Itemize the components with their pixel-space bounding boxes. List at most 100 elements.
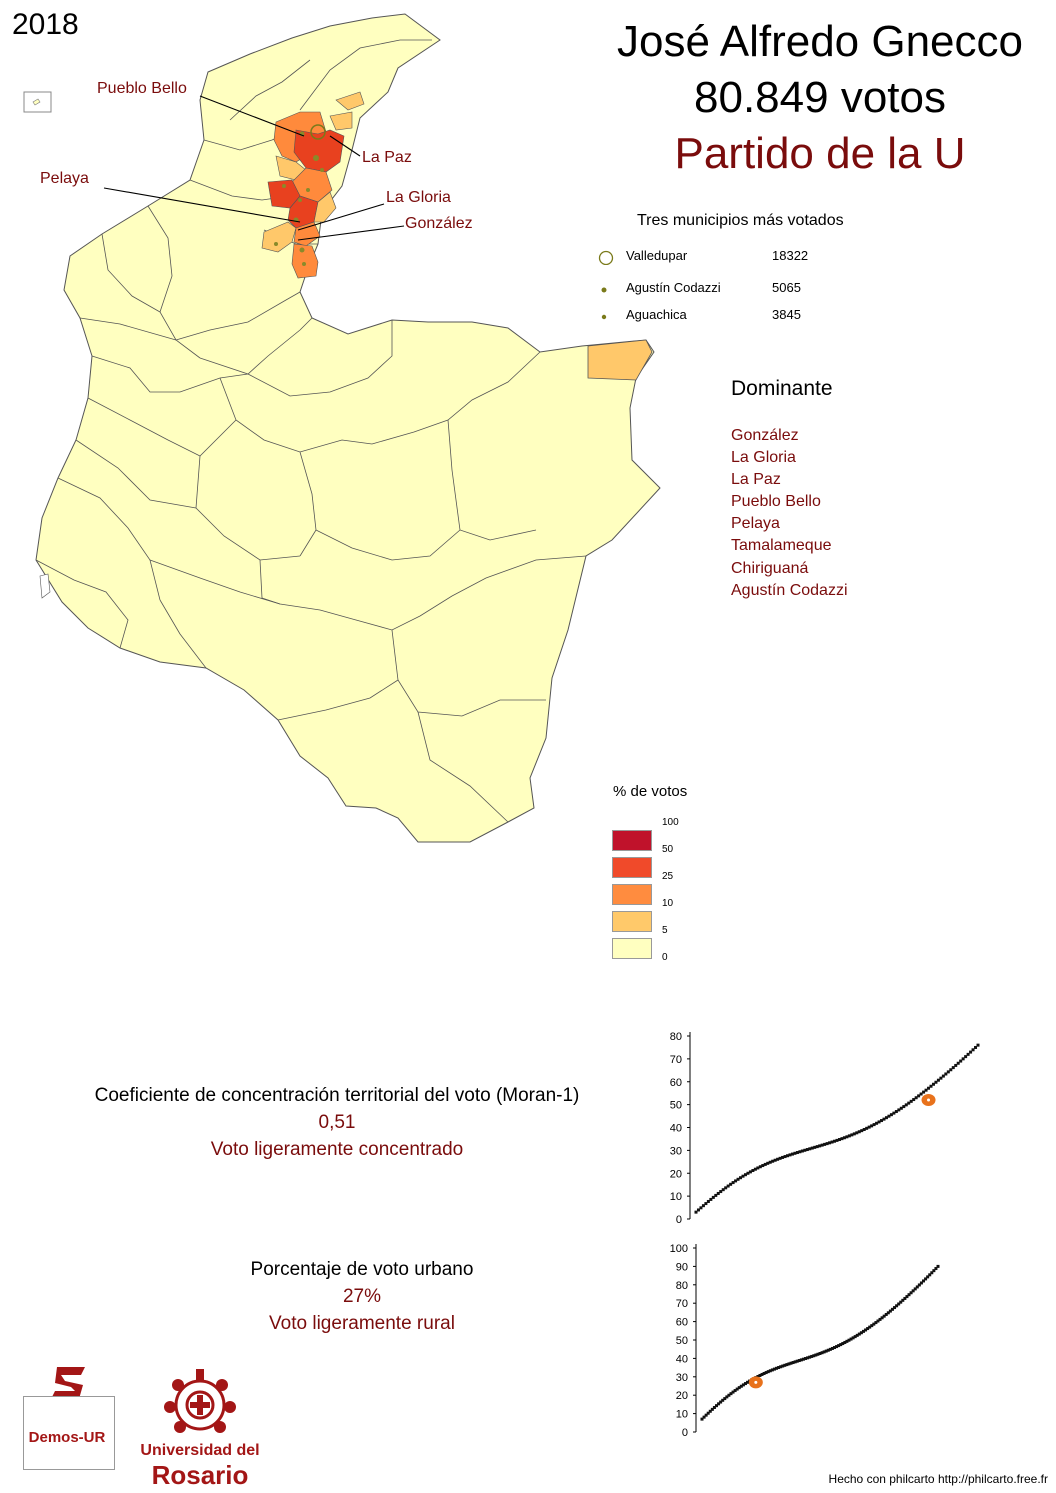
data-point	[878, 1317, 882, 1321]
data-point	[813, 1145, 817, 1149]
data-point	[801, 1357, 805, 1361]
data-point	[894, 1110, 898, 1114]
top-row-2: Agustín Codazzi 5065	[598, 279, 858, 299]
data-point	[751, 1169, 755, 1173]
data-point	[907, 1101, 911, 1105]
data-point	[694, 1210, 698, 1214]
data-point	[830, 1140, 834, 1144]
y-tick-label: 20	[670, 1168, 682, 1180]
data-point	[704, 1202, 708, 1206]
data-point	[887, 1114, 891, 1118]
label-leader-lines	[103, 95, 405, 241]
title-block: José Alfredo Gnecco 80.849 votos Partido…	[560, 14, 1056, 182]
y-tick-label: 100	[670, 1243, 688, 1255]
legend-swatch-3	[612, 884, 652, 905]
data-point	[805, 1148, 809, 1152]
data-point	[969, 1050, 973, 1054]
data-point	[927, 1086, 931, 1090]
data-point	[714, 1193, 718, 1197]
data-point	[872, 1322, 876, 1326]
top-municipalities-title: Tres municipios más votados	[637, 212, 844, 229]
data-point	[758, 1373, 762, 1377]
data-point	[828, 1347, 832, 1351]
label-gonzalez: González	[405, 215, 473, 232]
data-point	[699, 1206, 703, 1210]
top-name: Agustín Codazzi	[626, 280, 721, 295]
data-point	[734, 1179, 738, 1183]
legend-tick: 5	[662, 925, 668, 936]
data-point	[857, 1332, 861, 1336]
data-point	[736, 1177, 740, 1181]
data-point	[932, 1269, 936, 1273]
data-point	[928, 1273, 932, 1277]
legend-tick: 50	[662, 844, 674, 855]
data-point	[889, 1113, 893, 1117]
legend-tick: 25	[662, 871, 674, 882]
demos-ur-logo: Demos-UR	[21, 1363, 115, 1470]
data-point	[803, 1148, 807, 1152]
data-point	[884, 1312, 888, 1316]
data-point	[746, 1171, 750, 1175]
data-point	[704, 1413, 708, 1417]
data-point	[852, 1132, 856, 1136]
data-point	[814, 1353, 818, 1357]
y-tick-label: 30	[670, 1145, 682, 1157]
data-point	[766, 1161, 770, 1165]
data-point	[924, 1088, 928, 1092]
data-point	[717, 1402, 721, 1406]
data-point	[793, 1360, 797, 1364]
data-point	[913, 1287, 917, 1291]
data-point	[783, 1363, 787, 1367]
data-point	[789, 1361, 793, 1365]
data-point	[870, 1124, 874, 1128]
data-point	[737, 1386, 741, 1390]
data-point	[907, 1293, 911, 1297]
data-point	[776, 1157, 780, 1161]
data-point	[721, 1188, 725, 1192]
dominant-item: La Paz	[731, 471, 781, 489]
legend-tick: 0	[662, 952, 668, 963]
data-point	[798, 1150, 802, 1154]
data-point	[961, 1057, 965, 1061]
y-tick-label: 40	[676, 1353, 688, 1365]
data-point	[951, 1066, 955, 1070]
data-point	[909, 1099, 913, 1103]
data-point	[841, 1342, 845, 1346]
data-point	[850, 1133, 854, 1137]
data-point	[897, 1108, 901, 1112]
y-tick-label: 80	[676, 1280, 688, 1292]
data-point	[729, 1392, 733, 1396]
data-point	[934, 1267, 938, 1271]
data-point	[787, 1362, 791, 1366]
data-point	[804, 1357, 808, 1361]
data-point	[835, 1138, 839, 1142]
data-point	[756, 1375, 760, 1379]
map-inset-shape	[32, 98, 41, 106]
data-point	[837, 1138, 841, 1142]
data-point	[855, 1333, 859, 1337]
top-value: 5065	[772, 280, 801, 295]
department-map	[23, 13, 661, 843]
data-point	[874, 1321, 878, 1325]
dominant-item: Chiriguaná	[731, 559, 809, 577]
data-point	[845, 1339, 849, 1343]
data-point	[797, 1359, 801, 1363]
data-point	[917, 1283, 921, 1287]
data-point	[770, 1368, 774, 1372]
data-point	[922, 1090, 926, 1094]
moran-label: Coeficiente de concentración territorial…	[94, 1085, 580, 1106]
data-point	[855, 1131, 859, 1135]
dominant-item: Agustín Codazzi	[731, 581, 848, 599]
demos-label: Demos-UR	[28, 1429, 106, 1446]
legend-swatch-5	[612, 938, 652, 959]
municipal-borders	[35, 39, 587, 823]
data-point	[810, 1146, 814, 1150]
data-point	[781, 1155, 785, 1159]
moran-distribution-chart: 0 10 20 30 40 50 60 70 80	[670, 1031, 980, 1226]
data-point	[731, 1390, 735, 1394]
data-point	[897, 1302, 901, 1306]
data-point	[857, 1130, 861, 1134]
data-point	[725, 1395, 729, 1399]
y-tick-label: 70	[670, 1054, 682, 1066]
data-point	[739, 1176, 743, 1180]
